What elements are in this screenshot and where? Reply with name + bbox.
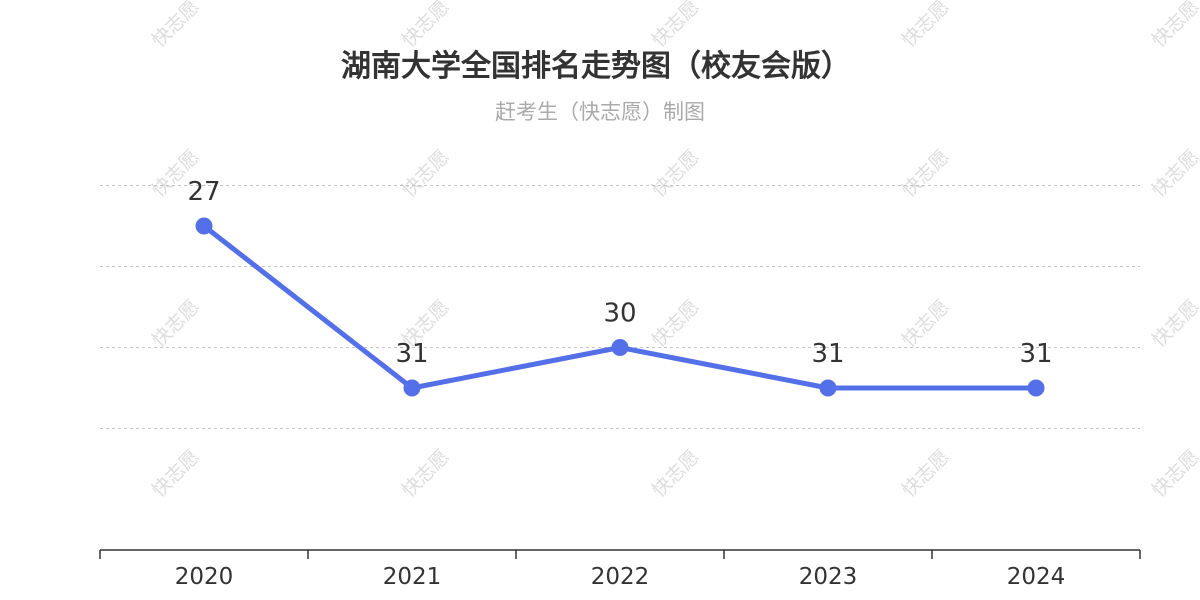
data-point-2021[interactable]	[403, 379, 421, 397]
watermark-text: 快志愿	[1148, 296, 1200, 352]
watermark-text: 快志愿	[648, 0, 704, 52]
watermark-text: 快志愿	[648, 146, 704, 202]
watermark-text: 快志愿	[898, 0, 954, 52]
watermark-text: 快志愿	[898, 146, 954, 202]
x-axis: 2020 2021 2022 2023 2024	[99, 549, 1141, 590]
x-tick-label-2021: 2021	[383, 564, 442, 590]
watermark-text: 快志愿	[398, 446, 454, 502]
data-point-2020[interactable]	[195, 217, 213, 235]
watermark-text: 快志愿	[1148, 146, 1200, 202]
data-point-2024[interactable]	[1027, 379, 1045, 397]
data-label-layer: 27 31 30 31 31	[187, 177, 1052, 369]
watermark-text: 快志愿	[898, 296, 954, 352]
watermark-text: 快志愿	[648, 446, 704, 502]
chart-title: 湖南大学全国排名走势图（校友会版）	[341, 49, 851, 84]
watermark-text: 快志愿	[1148, 0, 1200, 52]
watermark-text: 快志愿	[148, 446, 204, 502]
watermark-text: 快志愿	[398, 146, 454, 202]
x-tick-label-2020: 2020	[175, 564, 234, 590]
watermark-text: 快志愿	[398, 0, 454, 52]
series-layer	[195, 217, 1045, 397]
data-label-2024: 31	[1019, 339, 1052, 369]
data-point-2022[interactable]	[611, 339, 629, 356]
data-label-2020: 27	[187, 177, 220, 207]
watermark-text: 快志愿	[898, 446, 954, 502]
x-tick-label-2023: 2023	[799, 564, 858, 590]
data-point-2023[interactable]	[819, 379, 837, 397]
watermark-text: 快志愿	[1148, 446, 1200, 502]
data-label-2023: 31	[811, 339, 844, 369]
x-tick-label-2024: 2024	[1007, 564, 1066, 590]
data-label-2021: 31	[395, 339, 428, 369]
watermark-text: 快志愿	[648, 296, 704, 352]
x-tick-label-2022: 2022	[591, 564, 650, 590]
chart-subtitle: 赶考生（快志愿）制图	[495, 100, 705, 124]
data-label-2022: 30	[603, 299, 636, 329]
watermark-text: 快志愿	[148, 296, 204, 352]
y-gridlines	[100, 185, 1140, 429]
watermark-text: 快志愿	[148, 0, 204, 52]
